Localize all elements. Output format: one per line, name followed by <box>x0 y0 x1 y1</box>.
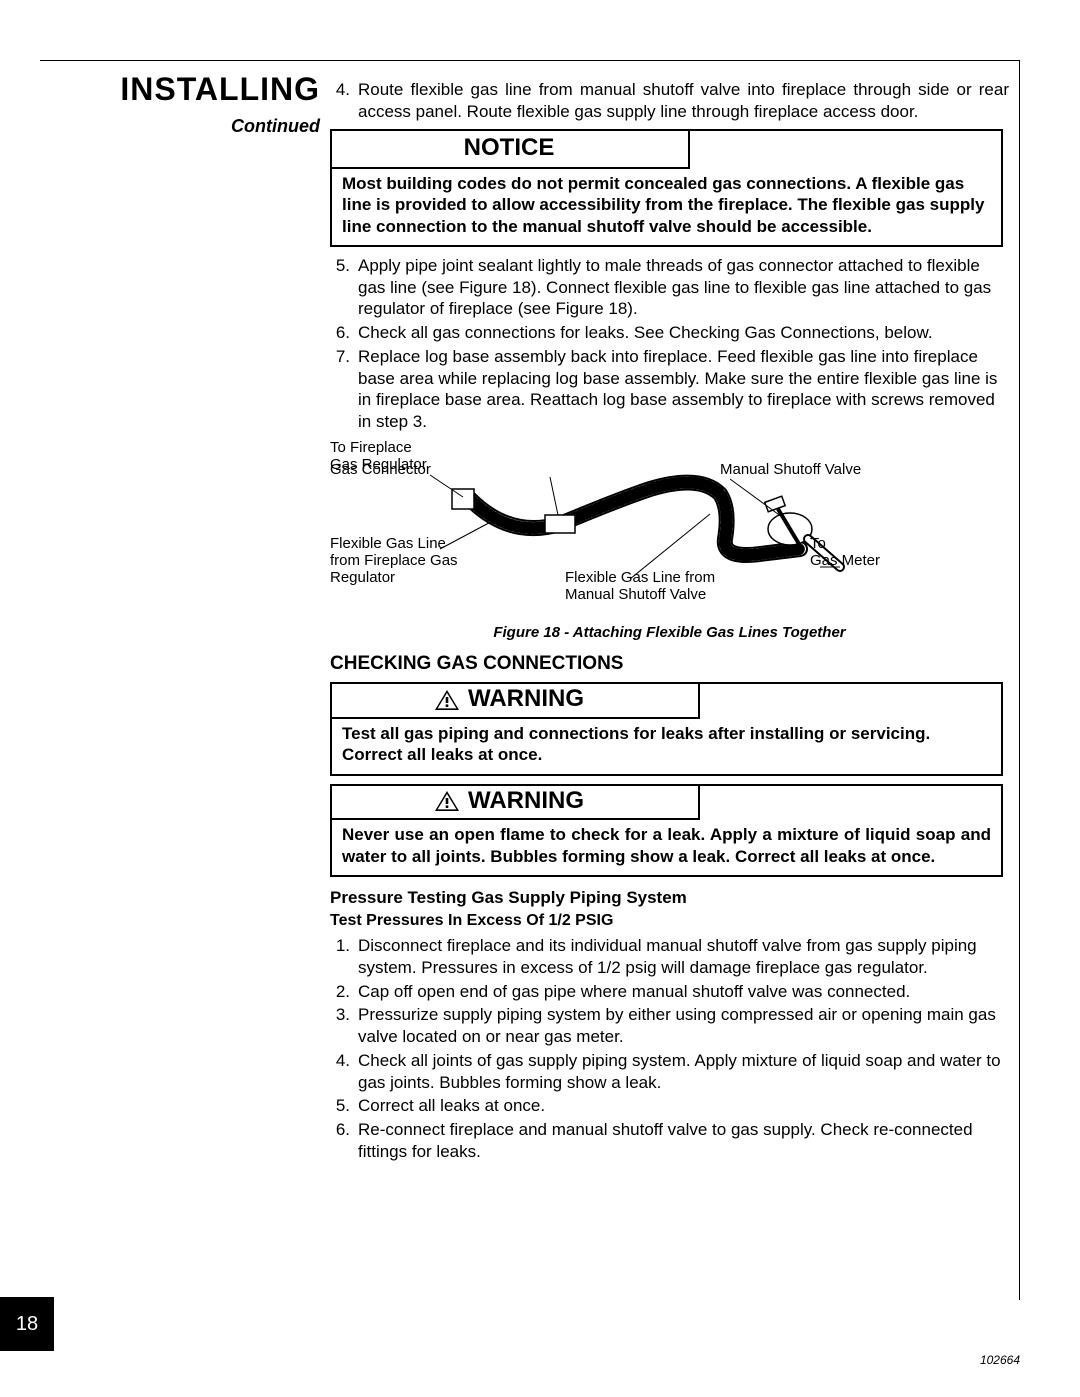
warning-heading: WARNING <box>330 682 700 719</box>
step-number: 4. <box>330 1050 358 1094</box>
figure-label: Manual Shutoff Valve <box>720 461 861 478</box>
subsection-title: CHECKING GAS CONNECTIONS <box>330 652 1009 676</box>
step-row: 5.Correct all leaks at once. <box>330 1095 1009 1117</box>
step-row: 6. Check all gas connections for leaks. … <box>330 322 1009 344</box>
step-number: 5. <box>330 1095 358 1117</box>
warning-body: Test all gas piping and connections for … <box>332 719 1001 774</box>
step-number: 1. <box>330 935 358 979</box>
page: INSTALLING Continued 4. Route flexible g… <box>0 0 1080 1397</box>
warning-icon <box>434 689 460 711</box>
warning-icon <box>434 790 460 812</box>
step-number: 2. <box>330 981 358 1003</box>
step-number: 5. <box>330 255 358 320</box>
content-border: INSTALLING Continued 4. Route flexible g… <box>40 60 1020 1300</box>
pressure-title: Pressure Testing Gas Supply Piping Syste… <box>330 887 1009 909</box>
warning-box-2: WARNING Never use an open flame to check… <box>330 784 1003 877</box>
step-row: 1.Disconnect fireplace and its individua… <box>330 935 1009 979</box>
step-text: Replace log base assembly back into fire… <box>358 346 1009 433</box>
warning-body: Never use an open flame to check for a l… <box>332 820 1001 875</box>
figure-label: Flexible Gas Linefrom Fireplace GasRegul… <box>330 535 458 587</box>
step-number: 3. <box>330 1004 358 1048</box>
step-text: Re-connect fireplace and manual shutoff … <box>358 1119 1009 1163</box>
step-number: 6. <box>330 1119 358 1163</box>
document-id: 102664 <box>980 1353 1020 1367</box>
warning-label: WARNING <box>468 786 584 817</box>
main-content: 4. Route flexible gas line from manual s… <box>330 61 1019 1163</box>
notice-heading: NOTICE <box>330 129 690 170</box>
step-text: Correct all leaks at once. <box>358 1095 1009 1117</box>
step-text: Route flexible gas line from manual shut… <box>358 79 1009 123</box>
notice-body: Most building codes do not permit concea… <box>332 169 1001 245</box>
step-text: Apply pipe joint sealant lightly to male… <box>358 255 1009 320</box>
step-text: Cap off open end of gas pipe where manua… <box>358 981 1009 1003</box>
warning-box-1: WARNING Test all gas piping and connecti… <box>330 682 1003 775</box>
figure-label: ToGas Meter <box>810 535 880 570</box>
step-text: Disconnect fireplace and its individual … <box>358 935 1009 979</box>
warning-heading: WARNING <box>330 784 700 821</box>
notice-box: NOTICE Most building codes do not permit… <box>330 129 1003 247</box>
figure-18: To FireplaceGas Regulator Gas Connector … <box>330 439 1009 617</box>
step-row: 2.Cap off open end of gas pipe where man… <box>330 981 1009 1003</box>
figure-label: Flexible Gas Line fromManual Shutoff Val… <box>565 569 715 604</box>
pressure-subtitle: Test Pressures In Excess Of 1/2 PSIG <box>330 911 1009 931</box>
step-row: 4.Check all joints of gas supply piping … <box>330 1050 1009 1094</box>
step-number: 4. <box>330 79 358 123</box>
step-number: 6. <box>330 322 358 344</box>
section-title: INSTALLING <box>100 71 320 108</box>
warning-label: WARNING <box>468 684 584 715</box>
step-row: 7. Replace log base assembly back into f… <box>330 346 1009 433</box>
step-row: 4. Route flexible gas line from manual s… <box>330 79 1009 123</box>
step-row: 5. Apply pipe joint sealant lightly to m… <box>330 255 1009 320</box>
figure-label: Gas Connector <box>330 461 431 478</box>
step-row: 3.Pressurize supply piping system by eit… <box>330 1004 1009 1048</box>
step-number: 7. <box>330 346 358 433</box>
step-text: Check all gas connections for leaks. See… <box>358 322 1009 344</box>
figure-caption: Figure 18 - Attaching Flexible Gas Lines… <box>330 623 1009 642</box>
step-text: Pressurize supply piping system by eithe… <box>358 1004 1009 1048</box>
section-subtitle: Continued <box>100 116 320 137</box>
sidebar: INSTALLING Continued <box>100 71 320 137</box>
step-text: Check all joints of gas supply piping sy… <box>358 1050 1009 1094</box>
page-number: 18 <box>0 1297 54 1351</box>
step-row: 6.Re-connect fireplace and manual shutof… <box>330 1119 1009 1163</box>
